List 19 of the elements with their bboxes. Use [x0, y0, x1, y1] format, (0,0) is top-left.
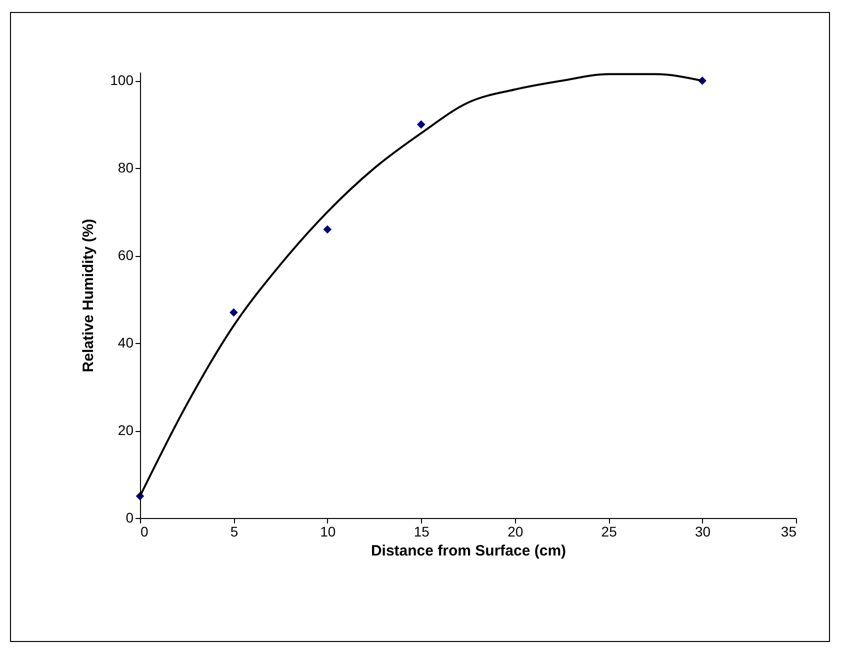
x-tick-label: 0 — [140, 524, 148, 540]
y-tick-label: 20 — [118, 422, 134, 438]
x-tick-label: 35 — [780, 524, 797, 540]
point — [323, 225, 332, 234]
x-tick-label: 5 — [230, 524, 238, 540]
x-tick-label: 10 — [320, 524, 336, 540]
y-tick-label: 100 — [110, 72, 134, 88]
y-axis-title: Relative Humidity (%) — [80, 218, 98, 372]
point — [416, 120, 426, 129]
point — [230, 308, 238, 317]
y-tick-label: 0 — [126, 510, 134, 526]
y-tick-label: 40 — [118, 334, 134, 351]
x-tick-label: 20 — [508, 524, 524, 540]
x-tick-label: 30 — [694, 524, 711, 540]
x-tick-label: 25 — [601, 524, 618, 540]
y-tick-label: 60 — [118, 247, 134, 264]
y-tick-label: 80 — [118, 160, 134, 176]
x-tick-label: 15 — [414, 524, 430, 540]
x-axis-title: Distance from Surface (cm) — [370, 542, 566, 560]
